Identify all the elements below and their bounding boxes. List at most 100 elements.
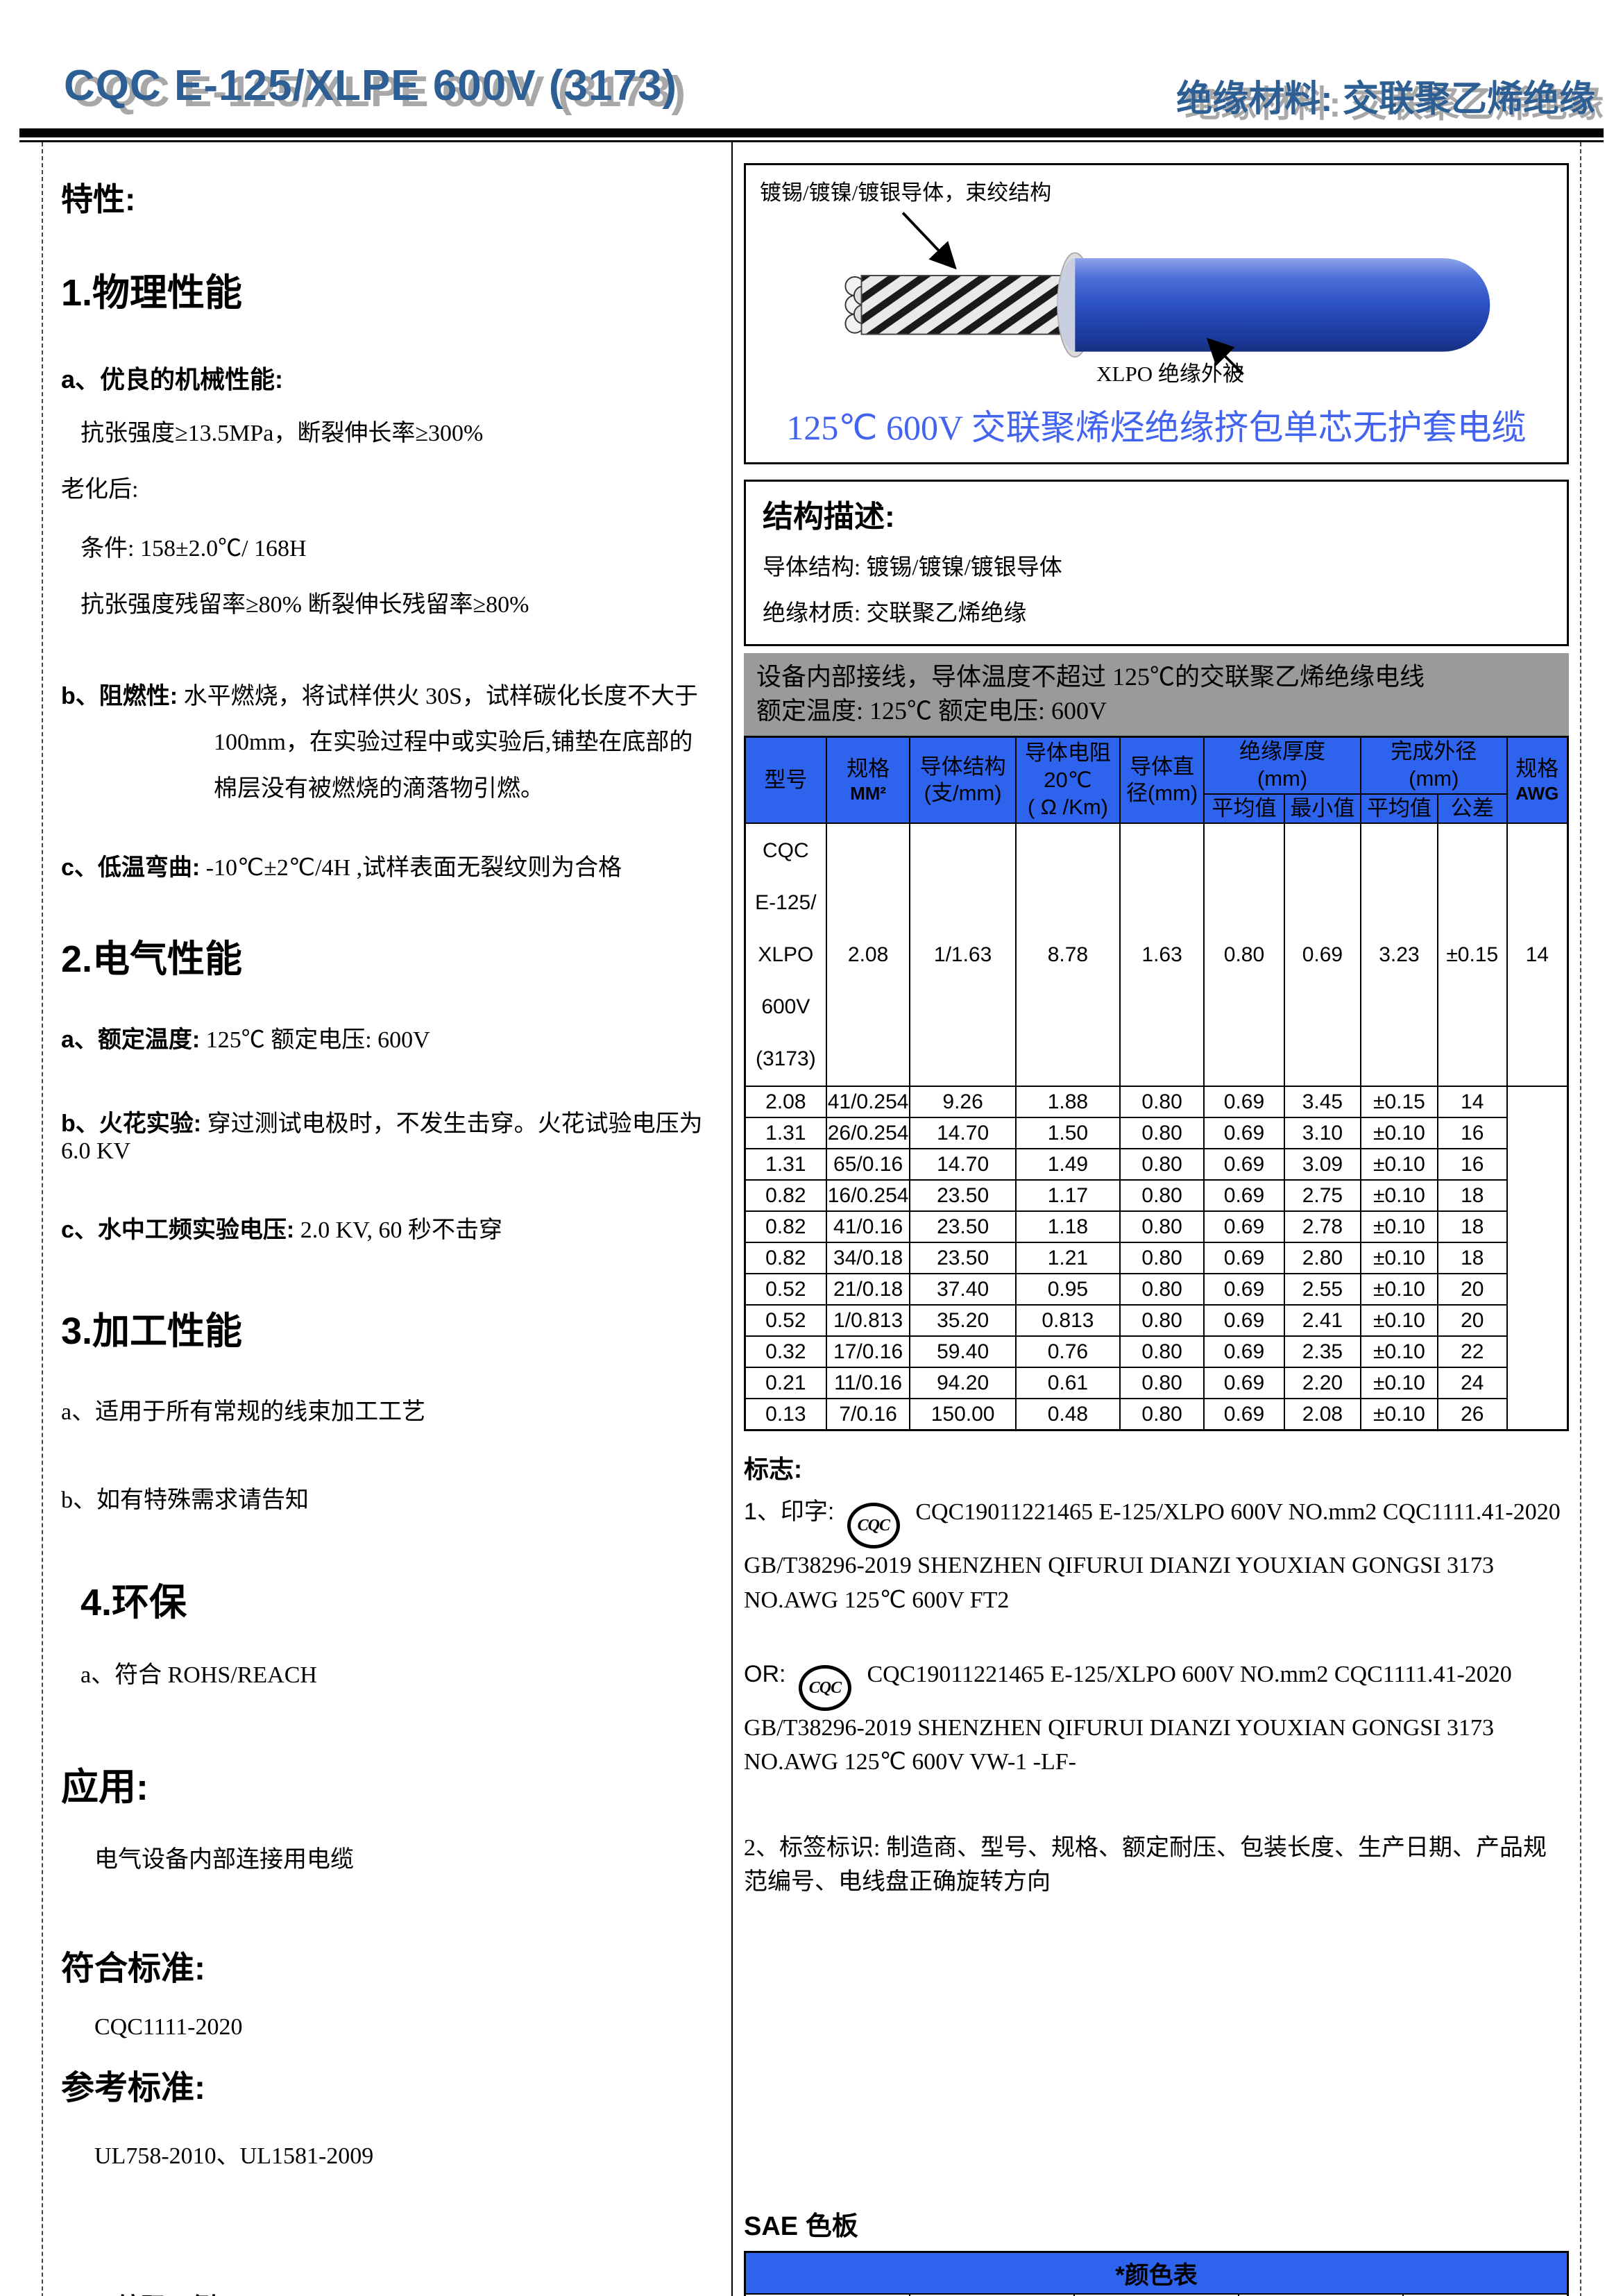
cell: ±0.10 xyxy=(1359,1304,1438,1337)
cell: 0.80 xyxy=(1119,1210,1205,1244)
col-diameter: 导体直 径(mm) xyxy=(1119,736,1205,825)
water-test: c、水中工频实验电压: 2.0 KV, 60 秒不击穿 xyxy=(61,1210,712,1244)
flame-retardancy: b、阻燃性: 水平燃烧，将试样供火 30S，试样碳化长度不大于 100mm，在实… xyxy=(61,673,712,812)
color-cell: 03-黄色 xyxy=(1238,2293,1404,2296)
cell: 18 xyxy=(1436,1210,1508,1244)
cell: 20 xyxy=(1436,1273,1508,1306)
cell: 2.41 xyxy=(1283,1304,1361,1337)
table-row: 00-黑色 01-白色 02-红色 03-黄色 04-绿色 xyxy=(744,2293,1569,2296)
cell: 0.82 xyxy=(744,1210,827,1244)
cell: 0.61 xyxy=(1014,1367,1121,1400)
color-cell: 00-黑色 xyxy=(744,2293,910,2296)
cell: 1.49 xyxy=(1014,1148,1121,1181)
cold-bend: c、低温弯曲: -10℃±2℃/4H ,试样表面无裂纹则为合格 xyxy=(61,848,712,882)
col-thickness-group: 绝缘厚度 (mm) xyxy=(1203,736,1361,795)
cell: 0.80 xyxy=(1119,1148,1205,1181)
cell: 0.69 xyxy=(1203,1210,1285,1244)
structure-line1: 导体结构: 镀锡/镀镍/镀银导体 xyxy=(763,555,1062,580)
marking-item1-text: CQC19011221465 E-125/XLPO 600V NO.mm2 CQ… xyxy=(744,1499,1561,1613)
cell: 0.69 xyxy=(1283,822,1361,1088)
cell: ±0.15 xyxy=(1436,822,1508,1088)
cell: 1/0.813 xyxy=(825,1304,911,1337)
reference-text: UL758-2010、UL1581-2009 xyxy=(94,2143,374,2169)
cell: 26/0.254 xyxy=(825,1117,911,1150)
usage-line1: 设备内部接线，导体温度不超过 125℃的交联聚乙烯绝缘电线 xyxy=(756,663,1425,691)
cell: ±0.10 xyxy=(1359,1273,1438,1306)
cell: 0.69 xyxy=(1203,1304,1285,1337)
cell: ±0.10 xyxy=(1359,1179,1438,1213)
marking-or: OR: CQC CQC19011221465 E-125/XLPO 600V N… xyxy=(744,1657,1569,1780)
marking-item1: 1、印字: CQC CQC19011221465 E-125/XLPO 600V… xyxy=(744,1495,1569,1617)
cell: 37.40 xyxy=(909,1273,1017,1306)
cold-bend-text: -10℃±2℃/4H ,试样表面无裂纹则为合格 xyxy=(205,854,622,881)
table-row: CQC E-125/ XLPO 600V (3173) 2.08 1/1.63 … xyxy=(744,822,1569,1088)
usage-banner: 设备内部接线，导体温度不超过 125℃的交联聚乙烯绝缘电线 额定温度: 125℃… xyxy=(744,653,1569,736)
cell: 21/0.18 xyxy=(825,1273,911,1306)
aging-condition: 条件: 158±2.0℃/ 168H xyxy=(80,536,307,562)
cell: ±0.10 xyxy=(1359,1335,1438,1369)
standards-heading: 符合标准: xyxy=(61,1950,205,1987)
cell: 0.69 xyxy=(1203,1148,1285,1181)
application-text: 电气设备内部连接用电缆 xyxy=(94,1846,354,1873)
color-cell: 02-红色 xyxy=(1073,2293,1240,2296)
cell: 8.78 xyxy=(1014,822,1121,1088)
table-row: 0.82 34/0.18 23.50 1.21 0.80 0.69 2.80 ±… xyxy=(744,1242,1568,1275)
col-awg: 规格 AWG xyxy=(1506,736,1569,825)
table-row: 1.31 65/0.16 14.70 1.49 0.80 0.69 3.09 ±… xyxy=(744,1148,1568,1181)
color-table-title: *颜色表 xyxy=(744,2251,1569,2295)
cell: 0.69 xyxy=(1203,1367,1285,1400)
usage-line2: 额定温度: 125℃ 额定电压: 600V xyxy=(756,696,1107,725)
cell: 1.63 xyxy=(1119,822,1205,1088)
cell: 11/0.16 xyxy=(825,1367,911,1400)
table-row: 0.52 21/0.18 37.40 0.95 0.80 0.69 2.55 ±… xyxy=(744,1273,1568,1306)
cell: 1.50 xyxy=(1014,1117,1121,1150)
cell: ±0.15 xyxy=(1359,1086,1438,1119)
rated-temp-text: 125℃ 额定电压: 600V xyxy=(205,1027,430,1053)
cell: 0.69 xyxy=(1203,1242,1285,1275)
cell: 16 xyxy=(1436,1148,1508,1181)
structure-line2: 绝缘材质: 交联聚乙烯绝缘 xyxy=(763,601,1027,626)
color-cell: 01-白色 xyxy=(908,2293,1075,2296)
cell: 2.08 xyxy=(744,1086,827,1119)
cell: 2.35 xyxy=(1283,1335,1361,1369)
cell: 2.20 xyxy=(1283,1367,1361,1400)
cell: 41/0.16 xyxy=(825,1210,911,1244)
cell: 16/0.254 xyxy=(825,1179,911,1213)
cell: 0.69 xyxy=(1203,1117,1285,1150)
environment-a: a、符合 ROHS/REACH xyxy=(80,1662,317,1688)
spark-test-lead: b、火花实验: xyxy=(61,1110,202,1137)
aging-label: 老化后: xyxy=(61,477,139,503)
col-resistance: 导体电阻 20℃ ( Ω /Km) xyxy=(1014,736,1121,825)
cell: 1.88 xyxy=(1014,1086,1121,1119)
cell: 23.50 xyxy=(909,1179,1017,1213)
cell: 14 xyxy=(1436,1086,1508,1119)
cell: 0.69 xyxy=(1203,1398,1285,1431)
cell: 41/0.254 xyxy=(825,1086,911,1119)
cell: 59.40 xyxy=(909,1335,1017,1369)
cable-caption: 125℃ 600V 交联聚烯烃绝缘挤包单芯无护套电缆 xyxy=(786,408,1527,447)
structure-description-box: 结构描述: 导体结构: 镀锡/镀镍/镀银导体 绝缘材质: 交联聚乙烯绝缘 xyxy=(744,480,1569,646)
cell: 94.20 xyxy=(909,1367,1017,1400)
water-test-text: 2.0 KV, 60 秒不击穿 xyxy=(300,1217,502,1243)
cell: 2.55 xyxy=(1283,1273,1361,1306)
cell: 34/0.18 xyxy=(825,1242,911,1275)
water-test-lead: c、水中工频实验电压: xyxy=(61,1216,295,1243)
table-row: 1.31 26/0.254 14.70 1.50 0.80 0.69 3.10 … xyxy=(744,1117,1568,1150)
cell: 0.80 xyxy=(1119,1117,1205,1150)
cqc-logo-icon: CQC xyxy=(798,1665,851,1712)
cell: ±0.10 xyxy=(1359,1398,1438,1431)
cable-illustration xyxy=(844,212,1490,375)
cell: 150.00 xyxy=(909,1398,1017,1431)
cell: 1.31 xyxy=(744,1117,827,1150)
right-column: 镀锡/镀镍/镀银导体，束绞结构 xyxy=(731,142,1580,2296)
cell: 0.69 xyxy=(1203,1335,1285,1369)
application-heading: 应用: xyxy=(61,1766,148,1808)
cell: 0.82 xyxy=(744,1242,827,1275)
spark-test-text: 穿过测试电极时，不发生击穿。火花试验电压为 6.0 KV xyxy=(61,1111,703,1164)
col-model: 型号 xyxy=(744,736,827,825)
cell: 3.23 xyxy=(1359,822,1438,1088)
standards-text: CQC1111-2020 xyxy=(94,2014,243,2040)
cell: 65/0.16 xyxy=(825,1148,911,1181)
reference-heading: 参考标准: xyxy=(61,2069,205,2107)
